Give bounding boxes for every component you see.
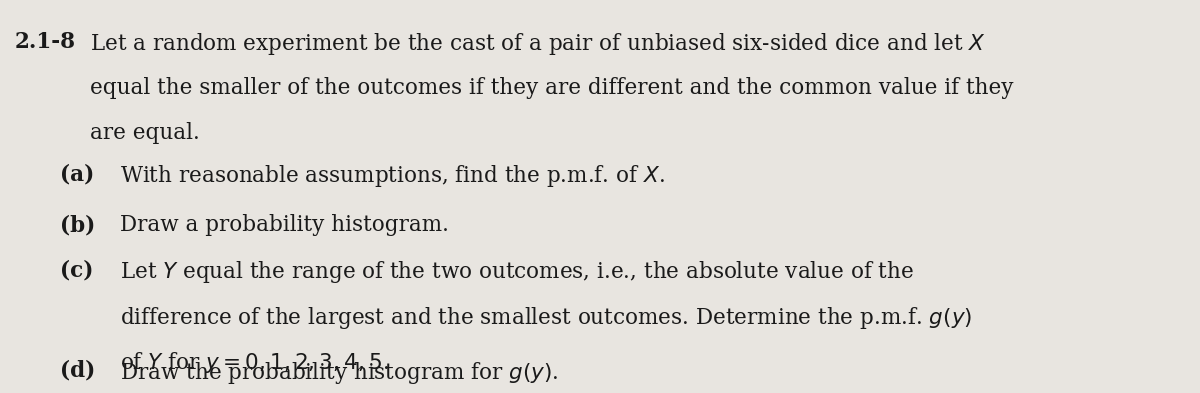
Text: difference of the largest and the smallest outcomes. Determine the p.m.f. $g(y)$: difference of the largest and the smalle… [120,305,972,331]
Text: Let $Y$ equal the range of the two outcomes, i.e., the absolute value of the: Let $Y$ equal the range of the two outco… [120,259,914,285]
Text: Draw the probability histogram for $g(y)$.: Draw the probability histogram for $g(y)… [120,360,558,386]
Text: 2.1-8: 2.1-8 [14,31,76,53]
Text: are equal.: are equal. [90,122,199,144]
Text: (b): (b) [60,214,95,236]
Text: (c): (c) [60,259,94,281]
Text: With reasonable assumptions, find the p.m.f. of $X$.: With reasonable assumptions, find the p.… [120,163,665,189]
Text: (a): (a) [60,163,95,185]
Text: of $Y$ for $y = 0, 1, 2, 3, 4, 5$.: of $Y$ for $y = 0, 1, 2, 3, 4, 5$. [120,350,389,375]
Text: (d): (d) [60,360,95,382]
Text: equal the smaller of the outcomes if they are different and the common value if : equal the smaller of the outcomes if the… [90,77,1014,99]
Text: Let a random experiment be the cast of a pair of unbiased six-sided dice and let: Let a random experiment be the cast of a… [90,31,986,57]
Text: Draw a probability histogram.: Draw a probability histogram. [120,214,449,236]
